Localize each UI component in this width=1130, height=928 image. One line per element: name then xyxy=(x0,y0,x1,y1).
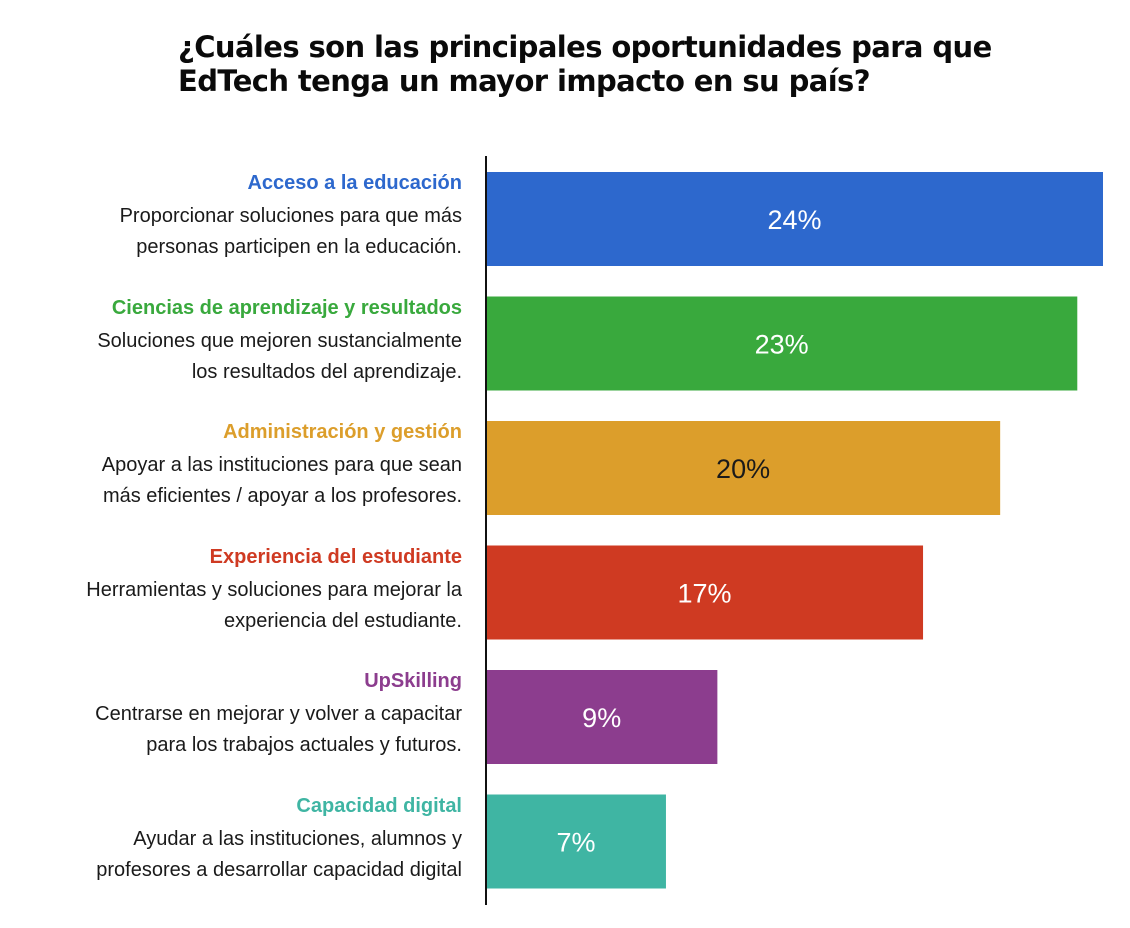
description-line: Ayudar a las instituciones, alumnos y xyxy=(133,827,462,850)
data-label-ciencias-de-aprendizaje-y-resultados: 23% xyxy=(755,330,809,360)
category-description-acceso-a-la-educacion: Proporcionar soluciones para que más pers… xyxy=(0,201,462,263)
category-description-experiencia-del-estudiante: Herramientas y soluciones para mejorar l… xyxy=(0,575,462,637)
category-label-acceso-a-la-educacion: Acceso a la educación xyxy=(247,172,462,194)
category-description-ciencias-de-aprendizaje-y-resultados: Soluciones que mejoren sustancialmente lo… xyxy=(0,326,462,388)
description-line: Proporcionar soluciones para que más xyxy=(119,205,462,227)
category-label-administracion-y-gestion: Administración y gestión xyxy=(223,421,462,443)
bar-upskilling xyxy=(486,670,718,764)
bar-administracion-y-gestion xyxy=(486,421,1001,515)
category-block-administracion-y-gestion: Administración y gestión Apoyar a las ins… xyxy=(0,420,462,512)
bars-group: 24% 23% 20% 17% 9% 7% xyxy=(486,172,1103,889)
chart-title: ¿Cuáles son las principales oportunidade… xyxy=(178,30,1078,98)
description-line: experiencia del estudiante. xyxy=(224,609,462,632)
description-line: personas participen en la educación. xyxy=(136,236,462,258)
category-label-upskilling: UpSkilling xyxy=(364,670,462,692)
bar-ciencias-de-aprendizaje-y-resultados xyxy=(486,296,1078,391)
category-block-capacidad-digital: Capacidad digital Ayudar a las institucio… xyxy=(0,794,462,886)
description-line: Centrarse en mejorar y volver a capacita… xyxy=(95,703,462,725)
description-line: Herramientas y soluciones para mejorar l… xyxy=(86,578,462,601)
bar-capacidad-digital xyxy=(486,794,666,889)
category-label-ciencias-de-aprendizaje-y-resultados: Ciencias de aprendizaje y resultados xyxy=(111,296,462,319)
data-label-experiencia-del-estudiante: 17% xyxy=(677,579,731,609)
description-line: los resultados del aprendizaje. xyxy=(191,360,462,383)
category-block-upskilling: UpSkilling Centrarse en mejorar y volver … xyxy=(0,669,462,761)
category-description-capacidad-digital: Ayudar a las instituciones, alumnos y pro… xyxy=(0,824,462,886)
data-label-administracion-y-gestion: 20% xyxy=(716,454,770,484)
bar-acceso-a-la-educacion xyxy=(486,172,1103,266)
bar-experiencia-del-estudiante xyxy=(486,545,924,640)
category-description-administracion-y-gestion: Apoyar a las instituciones para que sean… xyxy=(0,450,462,512)
description-line: Soluciones que mejoren sustancialmente xyxy=(97,329,462,352)
category-block-ciencias-de-aprendizaje-y-resultados: Ciencias de aprendizaje y resultados Solu… xyxy=(0,296,462,388)
data-label-upskilling: 9% xyxy=(582,703,621,733)
category-label-experiencia-del-estudiante: Experiencia del estudiante xyxy=(209,545,462,568)
data-label-capacidad-digital: 7% xyxy=(556,828,595,858)
data-label-acceso-a-la-educacion: 24% xyxy=(767,205,821,235)
category-block-acceso-a-la-educacion: Acceso a la educación Proporcionar soluci… xyxy=(0,171,462,263)
category-label-capacidad-digital: Capacidad digital xyxy=(296,794,462,817)
description-line: más eficientes / apoyar a los profesores… xyxy=(102,485,462,507)
description-line: profesores a desarrollar capacidad digit… xyxy=(96,858,462,881)
description-line: Apoyar a las instituciones para que sean xyxy=(101,454,462,476)
category-block-experiencia-del-estudiante: Experiencia del estudiante Herramientas y… xyxy=(0,545,462,637)
chart-title-line-2: EdTech tenga un mayor impacto en su país… xyxy=(178,64,871,98)
description-line: para los trabajos actuales y futuros. xyxy=(146,734,462,756)
chart-title-line-1: ¿Cuáles son las principales oportunidade… xyxy=(178,30,992,64)
category-description-upskilling: Centrarse en mejorar y volver a capacita… xyxy=(0,699,462,761)
